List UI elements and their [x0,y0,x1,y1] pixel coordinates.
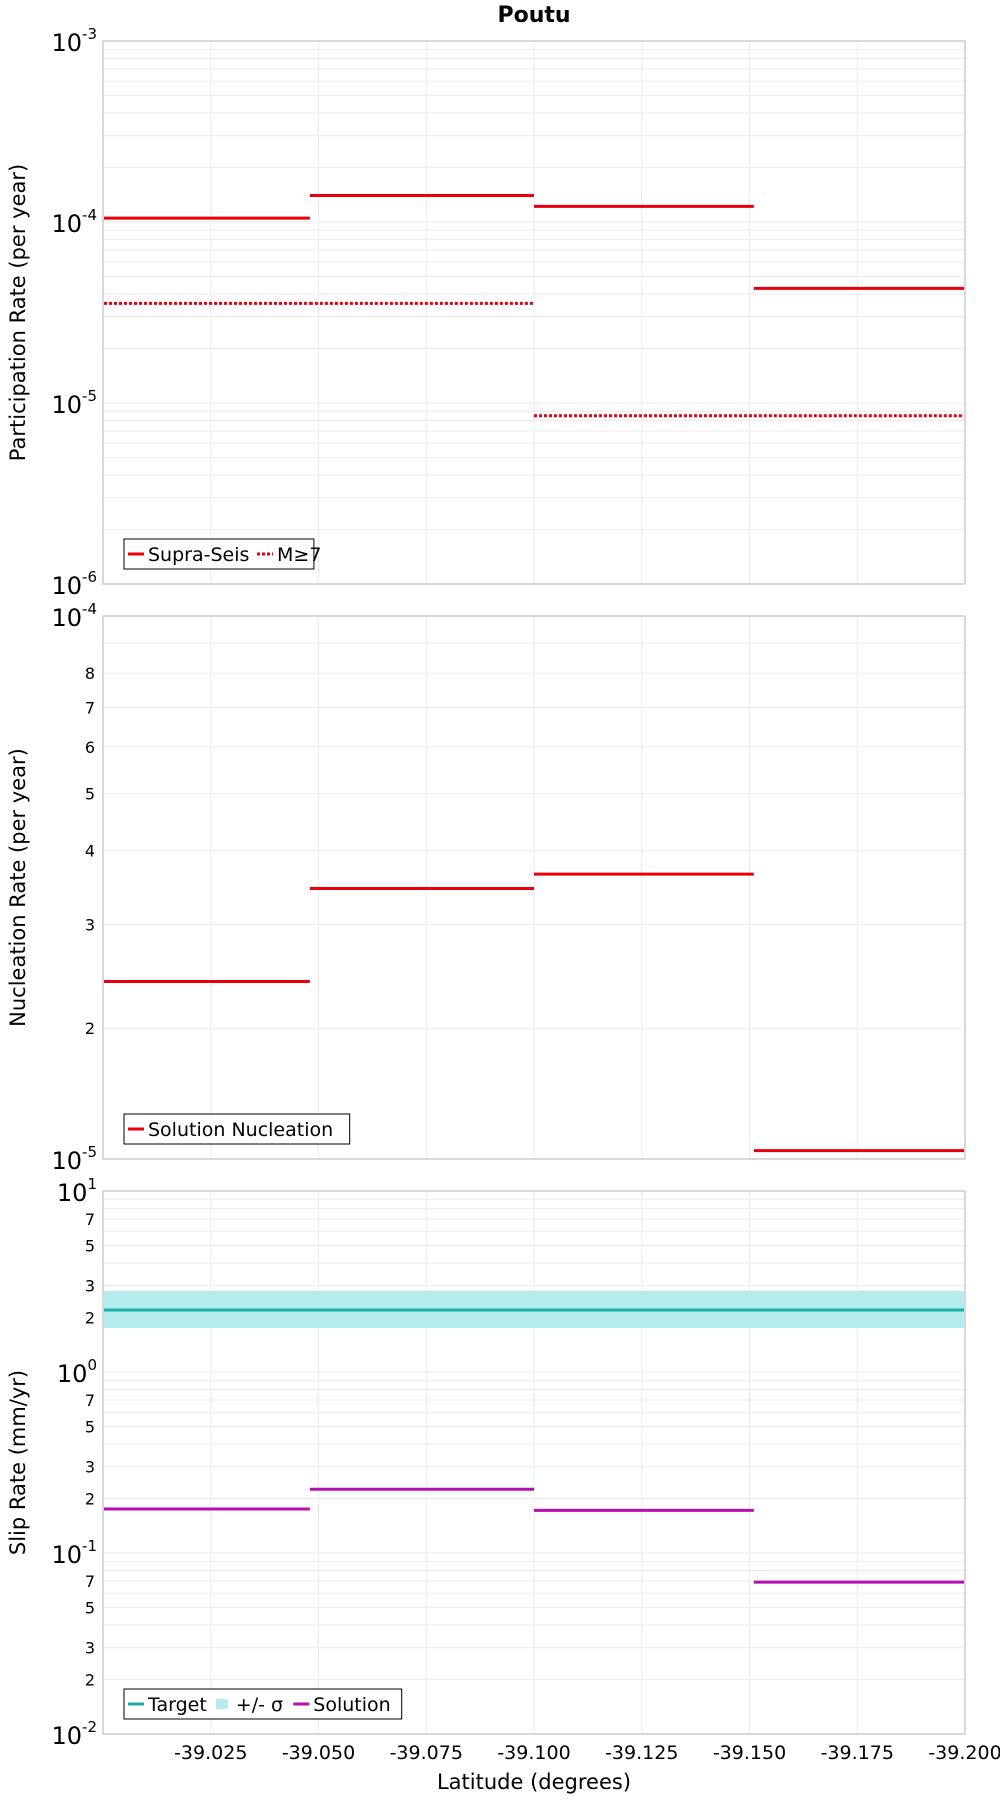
legend-box [123,1113,351,1145]
y-tick-exponent: -5 [82,387,97,405]
y-minor-tick-label: 2 [85,1671,95,1690]
y-tick-label: 10-4 [51,600,97,632]
y-tick-base: 10 [51,391,82,419]
y-minor-tick-label: 2 [85,1019,95,1038]
y-tick-label: 10-3 [51,25,97,57]
y-tick-base: 10 [51,572,82,600]
panel-slip: Slip Rate (mm/yr)10-210-1100101235723572… [6,1175,966,1750]
y-tick-exponent: -6 [82,568,97,586]
legend-label: Solution Nucleation [148,1119,333,1141]
y-tick-label: 10-2 [51,1718,97,1750]
y-tick-base: 10 [51,1722,82,1750]
y-tick-exponent: -2 [82,1718,97,1736]
y-tick-exponent: -1 [82,1537,97,1555]
y-minor-tick-label: 2 [85,1490,95,1509]
y-tick-base: 10 [51,1147,82,1175]
x-tick-label: -39.050 [282,1742,355,1764]
x-tick-label: -39.175 [821,1742,894,1764]
x-axis-label: Latitude (degrees) [437,1770,631,1794]
legend-label: Target [147,1694,207,1716]
legend: Supra-Seis M≥7 [123,538,321,570]
y-tick-base: 10 [57,1360,88,1388]
x-tick-label: -39.025 [174,1742,247,1764]
x-tick-label: -39.075 [390,1742,463,1764]
y-tick-label: 10-1 [51,1537,97,1569]
y-minor-tick-label: 3 [85,915,95,934]
y-minor-tick-label: 5 [85,1417,95,1436]
y-tick-exponent: -4 [82,600,97,618]
y-tick-label: 10-5 [51,1143,97,1175]
legend: Solution Nucleation [123,1113,351,1145]
y-minor-tick-label: 5 [85,1236,95,1255]
x-tick-label: -39.200 [928,1742,1000,1764]
legend-label: M≥7 [277,544,321,566]
y-tick-exponent: -4 [82,206,97,224]
legend-box [123,1688,403,1720]
y-tick-base: 10 [51,604,82,632]
y-tick-label: 10-4 [51,206,97,238]
y-minor-tick-label: 2 [85,1309,95,1328]
y-tick-exponent: -5 [82,1143,97,1161]
y-minor-tick-label: 8 [85,664,95,683]
y-tick-base: 10 [51,210,82,238]
legend-label: +/- σ [236,1694,283,1716]
y-minor-tick-label: 3 [85,1458,95,1477]
y-minor-tick-label: 7 [85,1572,95,1591]
y-minor-tick-label: 4 [85,842,95,861]
y-tick-label: 100 [57,1356,97,1388]
y-tick-exponent: 0 [87,1356,97,1374]
legend-box [123,538,315,570]
y-axis-label: Participation Rate (per year) [6,164,30,461]
y-minor-tick-label: 3 [85,1277,95,1296]
y-tick-base: 10 [51,1541,82,1569]
plot-frame [102,1190,966,1735]
y-tick-label: 10-5 [51,387,97,419]
y-tick-exponent: -3 [82,25,97,43]
panel-nucleation: Nucleation Rate (per year)10-410-5234567… [6,600,966,1175]
legend-swatch [215,1699,228,1709]
x-tick-label: -39.125 [605,1742,678,1764]
y-axis-label: Nucleation Rate (per year) [6,748,30,1027]
y-minor-tick-label: 7 [85,698,95,717]
y-tick-label: 101 [57,1175,97,1207]
chart-title: Poutu [497,3,570,28]
y-tick-base: 10 [51,29,82,57]
x-tick-label: -39.150 [713,1742,786,1764]
y-minor-tick-label: 5 [85,785,95,804]
y-tick-base: 10 [57,1179,88,1207]
legend-label: Solution [313,1694,390,1716]
y-tick-exponent: 1 [87,1175,97,1193]
y-minor-tick-label: 5 [85,1598,95,1617]
legend-label: Supra-Seis [148,544,249,566]
y-axis-label: Slip Rate (mm/yr) [6,1370,30,1555]
y-minor-tick-label: 7 [85,1391,95,1410]
legend: Target +/- σ Solution [123,1688,403,1720]
y-minor-tick-label: 7 [85,1210,95,1229]
y-tick-label: 10-6 [51,568,97,600]
y-minor-tick-label: 3 [85,1639,95,1658]
y-minor-tick-label: 6 [85,738,95,757]
plot-frame [102,40,966,585]
plot-frame [102,615,966,1160]
x-tick-label: -39.100 [497,1742,570,1764]
panel-participation: Participation Rate (per year)10-610-510-… [6,25,966,600]
